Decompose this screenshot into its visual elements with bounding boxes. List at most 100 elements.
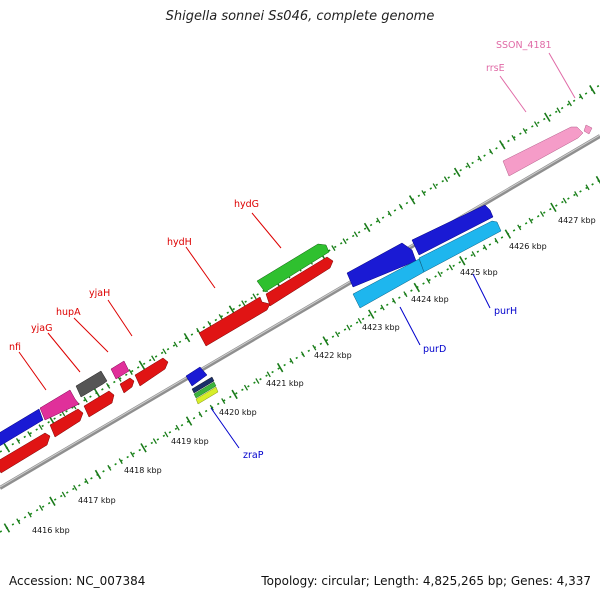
tick-mark (413, 282, 420, 293)
tick-mark (276, 362, 284, 373)
scale-label-4418: 4418 kbp (124, 466, 162, 475)
tick-mark (437, 271, 442, 278)
scale-label-4423: 4423 kbp (362, 323, 400, 332)
gene-yjaH[interactable] (110, 360, 130, 380)
tick-mark (511, 134, 516, 141)
tick-mark (443, 176, 449, 183)
tick-mark (504, 229, 512, 239)
gene-zraP-stack-green[interactable] (193, 381, 217, 399)
reverse-genes (185, 204, 502, 405)
tick-mark (312, 344, 317, 351)
forward-genes (0, 124, 593, 447)
tick-mark (207, 320, 212, 327)
tick-mark (107, 464, 112, 471)
gene-purH[interactable] (411, 204, 494, 256)
tick-mark (83, 396, 88, 403)
tick-mark (346, 324, 351, 331)
label-rrsE: rrsE (486, 63, 505, 74)
tick-mark (488, 148, 494, 155)
tick-mark (528, 217, 533, 224)
tick-mark (421, 190, 426, 196)
scale-label-4424: 4424 kbp (411, 295, 449, 304)
tick-mark (183, 332, 191, 343)
label-nfi: nfi (9, 342, 21, 353)
gene-purH-track[interactable] (418, 220, 502, 273)
tick-mark (198, 411, 203, 418)
label-yjaH: yjaH (89, 288, 110, 299)
tick-mark (533, 121, 539, 128)
tick-mark (322, 336, 329, 346)
gene-hydH[interactable] (198, 296, 271, 347)
lower-dotted-track (0, 179, 600, 533)
tick-mark (426, 277, 431, 284)
tick-mark (3, 523, 11, 533)
tick-mark (539, 211, 545, 217)
tick-mark (471, 251, 476, 258)
tick-mark (376, 217, 381, 224)
kbp-scale: 4416 kbp 4417 kbp 4418 kbp 4419 kbp 4420… (32, 216, 596, 535)
tick-mark (331, 245, 336, 251)
gene-zraP-stack-dark[interactable] (191, 376, 215, 394)
tick-mark (494, 237, 499, 244)
tick-mark (128, 369, 133, 375)
tick-mark (151, 355, 156, 362)
gene-hupA[interactable] (75, 370, 108, 398)
tick-mark (387, 210, 392, 217)
tick-mark (61, 491, 66, 498)
scale-label-4421: 4421 kbp (266, 379, 304, 388)
label-hupA: hupA (56, 307, 81, 318)
tick-mark (185, 416, 193, 426)
tick-mark (221, 398, 226, 404)
gene-red-b[interactable] (49, 408, 84, 438)
gene-hydG-partner[interactable] (265, 256, 334, 307)
gene-SSON_4181[interactable] (583, 124, 593, 135)
tick-mark (16, 518, 21, 525)
tick-mark (152, 438, 157, 445)
tick-mark (27, 511, 32, 518)
scale-label-4419: 4419 kbp (171, 437, 209, 446)
kbp-ticks (3, 84, 600, 533)
tick-mark (550, 202, 557, 213)
tick-mark (118, 458, 123, 465)
tick-mark (289, 358, 294, 364)
tick-mark (173, 341, 178, 348)
tick-mark (334, 331, 340, 338)
tick-mark (73, 484, 78, 491)
gene-zraP[interactable] (195, 386, 219, 405)
tick-mark (49, 496, 56, 506)
tick-mark (522, 128, 527, 134)
gene-yjaG[interactable] (39, 389, 80, 421)
gene-zraP-blue[interactable] (185, 366, 208, 387)
tick-mark (243, 384, 249, 391)
gene-red-a[interactable] (0, 432, 51, 474)
tick-mark (342, 238, 347, 245)
gene-purD[interactable] (346, 242, 417, 288)
gene-rrsE[interactable] (502, 126, 584, 177)
tick-mark (266, 371, 271, 378)
label-leaders (18, 52, 576, 449)
tick-mark (408, 195, 416, 205)
tick-mark (483, 244, 488, 251)
tick-mark (162, 348, 167, 355)
label-hydG: hydG (234, 199, 259, 210)
tick-mark (432, 183, 437, 189)
gene-nfi[interactable] (0, 408, 44, 447)
tick-mark (578, 93, 584, 100)
tick-mark (574, 191, 579, 197)
tick-mark (252, 293, 257, 300)
tick-mark (3, 443, 11, 453)
tick-mark (138, 360, 146, 370)
tick-mark (38, 504, 44, 511)
tick-mark (589, 84, 596, 95)
gene-red-d[interactable] (119, 377, 135, 394)
tick-mark (398, 203, 404, 210)
tick-mark (357, 317, 362, 324)
scale-label-4425: 4425 kbp (460, 268, 498, 277)
gene-red-c[interactable] (83, 390, 115, 418)
tick-mark (517, 224, 522, 231)
tick-mark (363, 222, 371, 233)
gene-hydG[interactable] (256, 243, 330, 293)
gene-red-e[interactable] (134, 357, 169, 387)
tick-mark (477, 155, 482, 162)
